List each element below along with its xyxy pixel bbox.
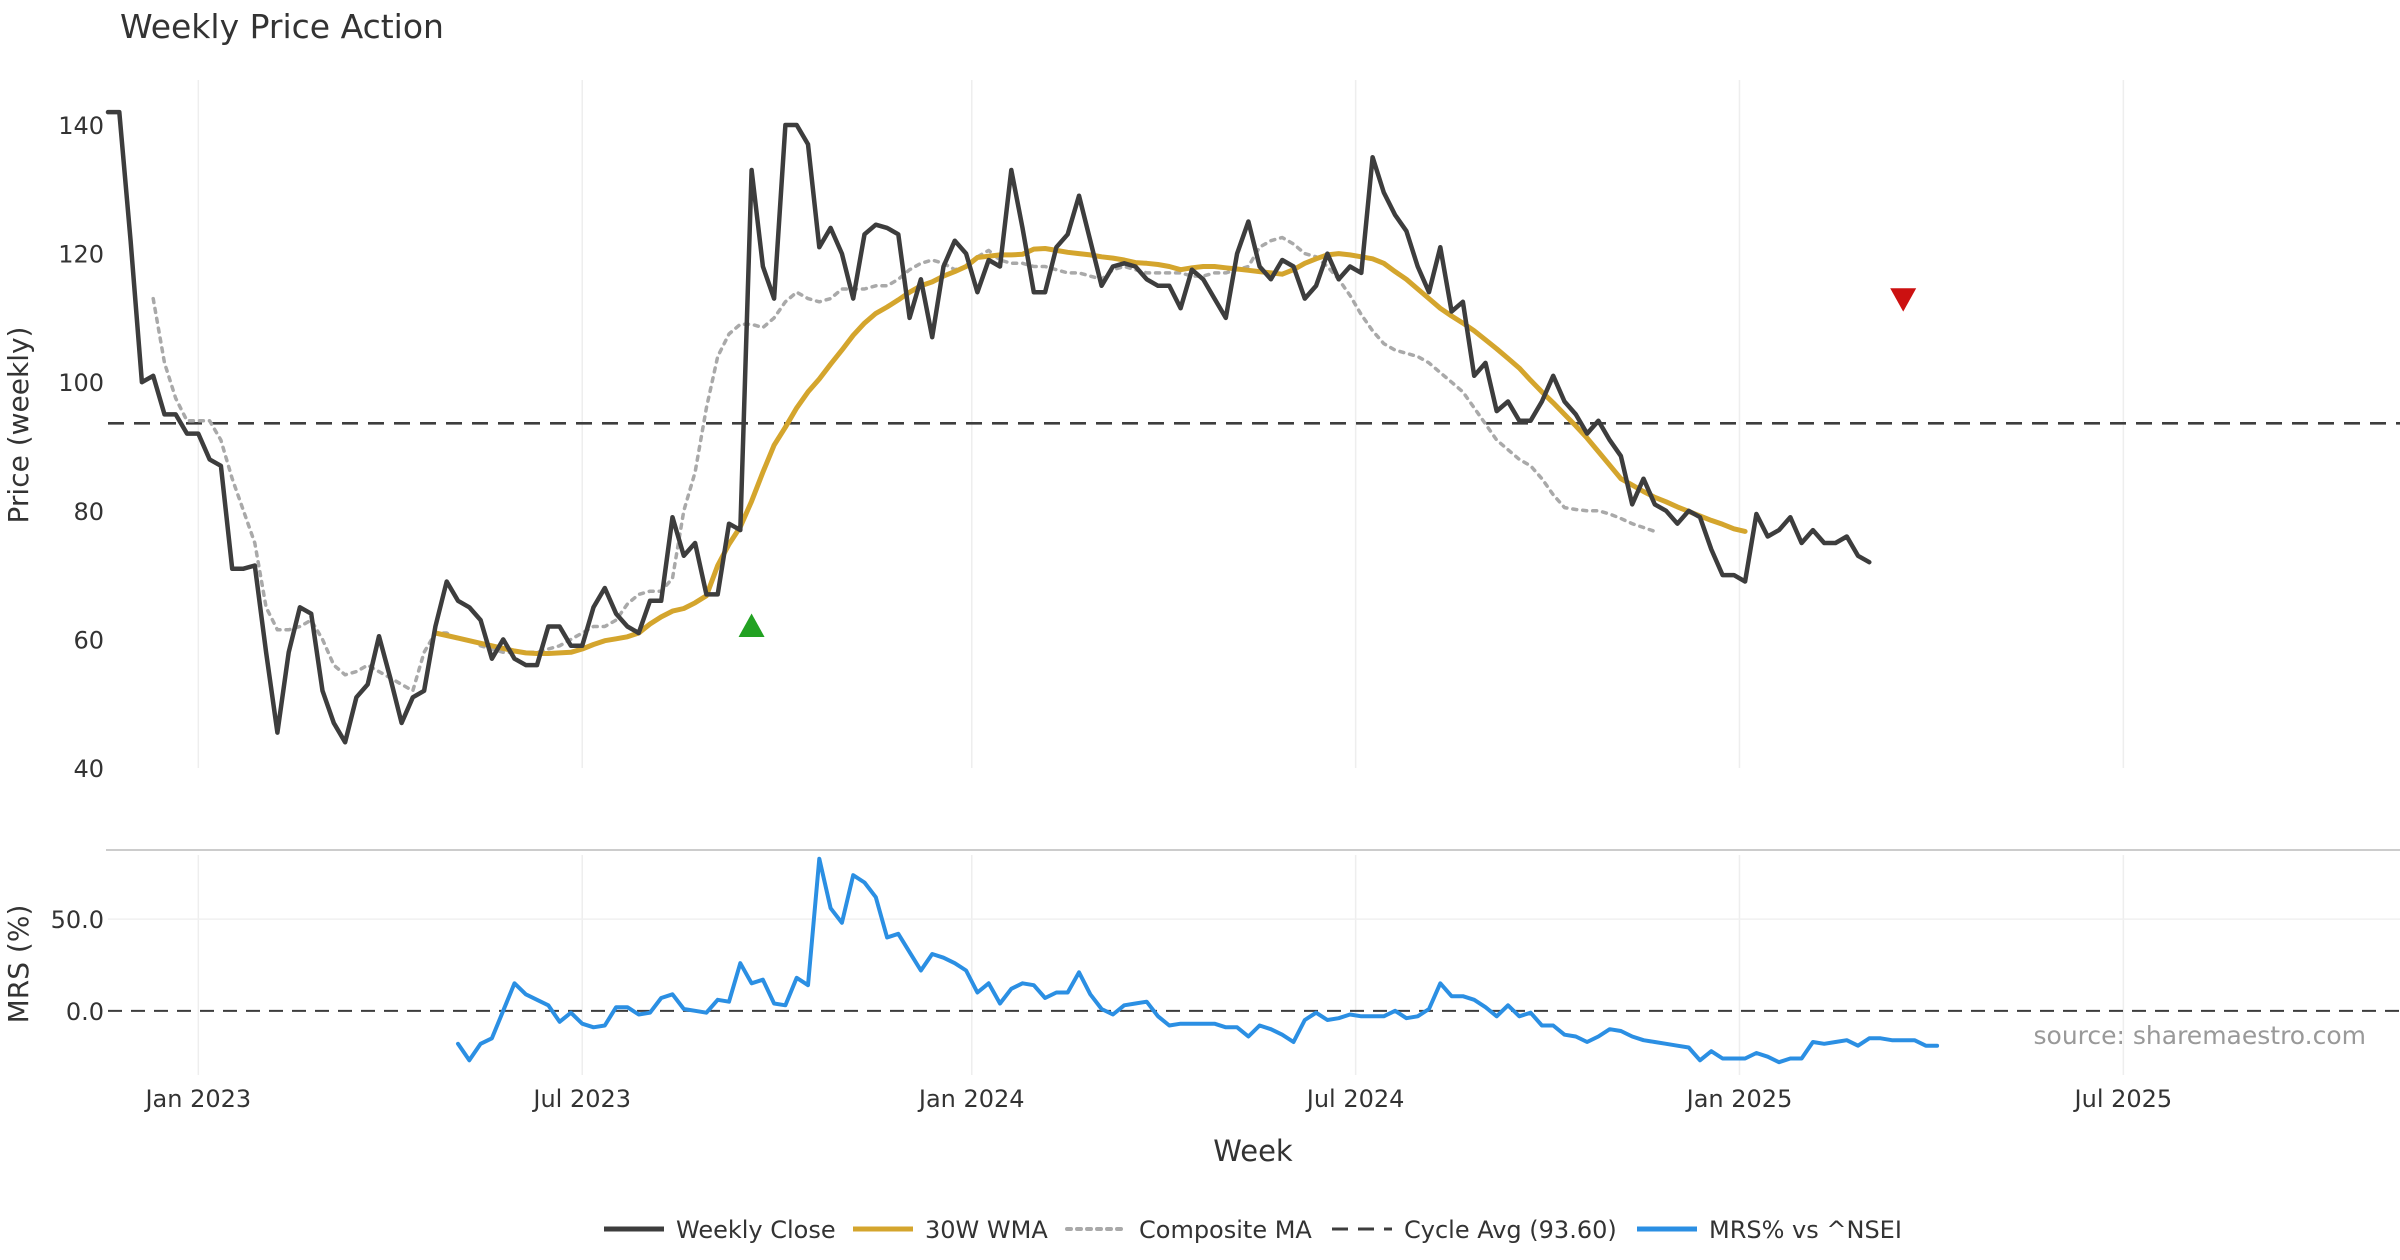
legend-label-composite-ma: Composite MA [1139,1216,1312,1244]
x-axis-label: Week [1213,1134,1293,1168]
sell-signal-marker [1890,288,1917,312]
series-composite-ma [151,235,1657,693]
series-layer [105,109,1940,1065]
x-tick-label: Jul 2024 [1305,1085,1405,1113]
x-axis: Jan 2023 Jul 2023 Jan 2024 Jul 2024 Jan 2025… [143,1085,2172,1113]
mrs-y-tick-label: 0.0 [66,998,104,1026]
x-tick-label: Jul 2023 [531,1085,631,1113]
price-y-tick-label: 120 [58,241,104,269]
buy-signal-marker [738,613,765,637]
x-tick-label: Jan 2025 [1685,1085,1793,1113]
mrs-y-axis-label: MRS (%) [2,905,35,1024]
x-tick-label: Jan 2024 [917,1085,1025,1113]
signal-markers [738,288,1917,637]
x-tick-label: Jan 2023 [143,1085,251,1113]
price-y-tick-label: 100 [58,369,104,397]
x-tick-label: Jul 2025 [2073,1085,2173,1113]
legend-label-cycle-avg-93-60: Cycle Avg (93.60) [1404,1216,1617,1244]
price-y-tick-label: 80 [73,498,104,526]
mrs-y-axis: 0.0 50.0 [51,906,2400,1026]
series-30w-wma [432,246,1748,656]
legend-label-mrs-vs-nsei: MRS% vs ^NSEI [1709,1216,1902,1244]
price-y-tick-label: 60 [73,626,104,654]
series-weekly-close [105,109,1872,745]
chart-title: Weekly Price Action [120,7,444,46]
price-y-axis: 40 60 80 100 120 140 [58,112,104,783]
legend-label-weekly-close: Weekly Close [676,1216,836,1244]
legend-label-30w-wma: 30W WMA [925,1216,1048,1244]
price-y-tick-label: 40 [73,755,104,783]
vertical-gridlines [197,80,2125,1075]
price-y-tick-label: 140 [58,112,104,140]
price-y-axis-label: Price (weekly) [2,327,35,524]
legend: Weekly Close 30W WMA Composite MA Cycle Avg… [604,1216,1902,1244]
source-label: source: sharemaestro.com [2034,1021,2367,1050]
mrs-y-tick-label: 50.0 [51,906,104,934]
series-mrs-vs-nsei [456,856,1940,1065]
